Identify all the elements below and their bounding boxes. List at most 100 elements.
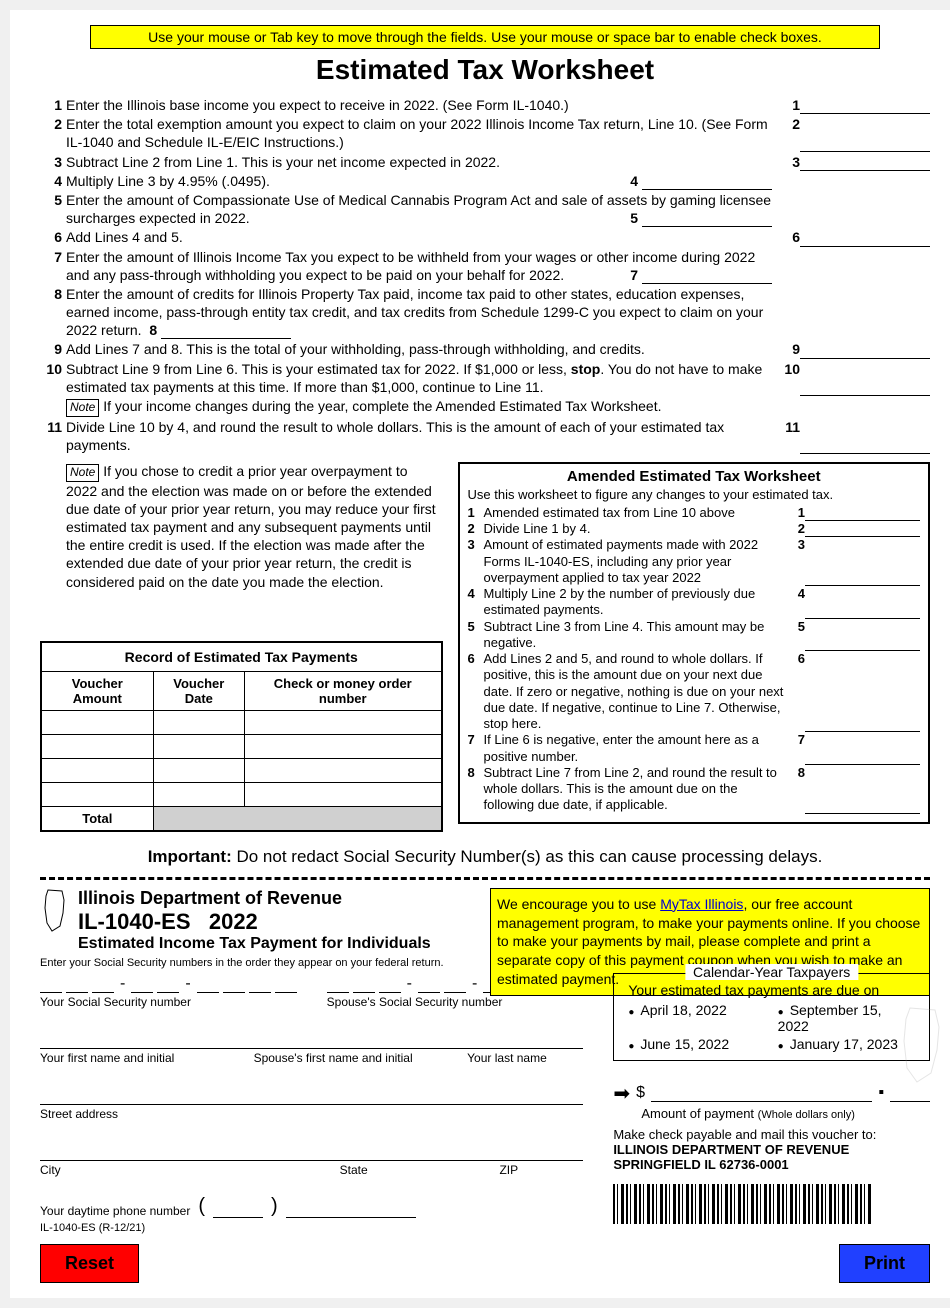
- amended-worksheet: Amended Estimated Tax Worksheet Use this…: [458, 462, 931, 824]
- phone-area-input[interactable]: [213, 1200, 263, 1218]
- mail-addr-1: ILLINOIS DEPARTMENT OF REVENUE: [613, 1142, 849, 1157]
- instruction-banner: Use your mouse or Tab key to move throug…: [90, 25, 880, 49]
- due-date-1: April 18, 2022: [628, 1002, 765, 1034]
- record-h3: Check or money order number: [245, 671, 442, 710]
- a8-text: Subtract Line 7 from Line 2, and round t…: [484, 765, 792, 814]
- form-year: 2022: [209, 909, 258, 934]
- line-3-text: Subtract Line 2 from Line 1. This is you…: [66, 153, 780, 171]
- a4-text: Multiply Line 2 by the number of previou…: [484, 586, 792, 619]
- last-name-label: Your last name: [467, 1051, 583, 1065]
- line-8-input[interactable]: [161, 338, 291, 339]
- amount-dollars-input[interactable]: [651, 1084, 872, 1102]
- arrow-icon: ➡: [613, 1081, 630, 1106]
- a2-input[interactable]: [805, 521, 920, 537]
- line-6-input[interactable]: [800, 228, 930, 246]
- record-cell[interactable]: [153, 710, 244, 734]
- spouse-first-label: Spouse's first name and initial: [254, 1051, 448, 1065]
- record-table: Record of Estimated Tax Payments Voucher…: [40, 641, 443, 832]
- record-cell[interactable]: [153, 782, 244, 806]
- note-box-2: Note: [66, 464, 99, 482]
- line-2-text: Enter the total exemption amount you exp…: [66, 115, 780, 151]
- record-cell[interactable]: [245, 782, 442, 806]
- line-6-text: Add Lines 4 and 5.: [66, 228, 780, 246]
- line-10-stop: stop: [571, 361, 601, 377]
- first-name-label: Your first name and initial: [40, 1051, 234, 1065]
- record-cell[interactable]: [41, 758, 153, 782]
- record-cell[interactable]: [41, 782, 153, 806]
- a1-text: Amended estimated tax from Line 10 above: [484, 505, 792, 521]
- page: Use your mouse or Tab key to move throug…: [10, 10, 950, 1298]
- line-5-input[interactable]: [642, 226, 772, 227]
- record-cell[interactable]: [245, 758, 442, 782]
- a7-text: If Line 6 is negative, enter the amount …: [484, 732, 792, 765]
- a7-input[interactable]: [805, 732, 920, 765]
- mail-addr-2: SPRINGFIELD IL 62736-0001: [613, 1157, 788, 1172]
- line-9-text: Add Lines 7 and 8. This is the total of …: [66, 340, 780, 358]
- street-label: Street address: [40, 1107, 583, 1121]
- reset-button[interactable]: Reset: [40, 1244, 139, 1283]
- cut-line: [40, 877, 930, 880]
- form-subtitle: Estimated Income Tax Payment for Individ…: [78, 935, 431, 953]
- amended-intro: Use this worksheet to figure any changes…: [468, 487, 921, 502]
- a6-text: Add Lines 2 and 5, and round to whole do…: [484, 651, 792, 732]
- calendar-intro: Your estimated tax payments are due on: [628, 982, 915, 998]
- line-1-input[interactable]: [800, 96, 930, 114]
- state-label: State: [340, 1163, 480, 1177]
- worksheet: 1Enter the Illinois base income you expe…: [40, 96, 930, 454]
- a5-input[interactable]: [805, 619, 920, 652]
- line-7-input[interactable]: [642, 283, 772, 284]
- record-cell[interactable]: [41, 734, 153, 758]
- line-11-text: Divide Line 10 by 4, and round the resul…: [66, 418, 780, 454]
- record-cell[interactable]: [41, 710, 153, 734]
- spouse-ssn-label: Spouse's Social Security number: [327, 995, 584, 1009]
- city-state-zip-input[interactable]: [40, 1139, 583, 1161]
- page-title: Estimated Tax Worksheet: [40, 54, 930, 86]
- line-3-input[interactable]: [800, 153, 930, 171]
- a4-input[interactable]: [805, 586, 920, 619]
- your-ssn-input[interactable]: - -: [40, 975, 297, 993]
- record-cell[interactable]: [153, 758, 244, 782]
- record-cell[interactable]: [153, 734, 244, 758]
- line-11-input[interactable]: [800, 418, 930, 454]
- amount-small: (Whole dollars only): [758, 1109, 855, 1121]
- note-box-1: Note: [66, 399, 99, 417]
- dept-name: Illinois Department of Revenue: [78, 888, 431, 909]
- amount-cents-input[interactable]: [890, 1084, 930, 1102]
- amended-title: Amended Estimated Tax Worksheet: [468, 468, 921, 485]
- line-9-input[interactable]: [800, 340, 930, 358]
- mail-instruction: Make check payable and mail this voucher…: [613, 1127, 930, 1142]
- city-label: City: [40, 1163, 320, 1177]
- phone-label: Your daytime phone number: [40, 1204, 190, 1218]
- line-11-note: If you chose to credit a prior year over…: [66, 463, 436, 590]
- record-h2: Voucher Date: [153, 671, 244, 710]
- calendar-title: Calendar-Year Taxpayers: [685, 964, 858, 980]
- payment-voucher: Illinois Department of Revenue IL-1040-E…: [40, 888, 930, 1283]
- form-code: IL-1040-ES: [78, 909, 191, 934]
- amount-label: Amount of payment: [641, 1106, 757, 1121]
- a2-text: Divide Line 1 by 4.: [484, 521, 792, 537]
- record-cell[interactable]: [245, 734, 442, 758]
- record-h1: Voucher Amount: [41, 671, 153, 710]
- form-revision: IL-1040-ES (R-12/21): [40, 1222, 583, 1234]
- a1-input[interactable]: [805, 505, 920, 521]
- line-2-input[interactable]: [800, 115, 930, 151]
- a3-input[interactable]: [805, 537, 920, 586]
- barcode: [613, 1184, 873, 1224]
- record-shaded: [153, 806, 441, 831]
- street-input[interactable]: [40, 1083, 583, 1105]
- line-8-text: Enter the amount of credits for Illinois…: [66, 286, 763, 338]
- a6-input[interactable]: [805, 651, 920, 732]
- mytax-link[interactable]: MyTax Illinois: [660, 896, 743, 912]
- name-input[interactable]: [40, 1027, 583, 1049]
- phone-num-input[interactable]: [286, 1200, 416, 1218]
- illinois-icon: [40, 888, 70, 953]
- a8-input[interactable]: [805, 765, 920, 814]
- important-note: Important: Do not redact Social Security…: [40, 847, 930, 867]
- record-cell[interactable]: [245, 710, 442, 734]
- a5-text: Subtract Line 3 from Line 4. This amount…: [484, 619, 792, 652]
- line-10-input[interactable]: [800, 360, 930, 396]
- illinois-outline-icon: [895, 1005, 950, 1085]
- print-button[interactable]: Print: [839, 1244, 930, 1283]
- line-4-input[interactable]: [642, 189, 772, 190]
- zip-label: ZIP: [499, 1163, 583, 1177]
